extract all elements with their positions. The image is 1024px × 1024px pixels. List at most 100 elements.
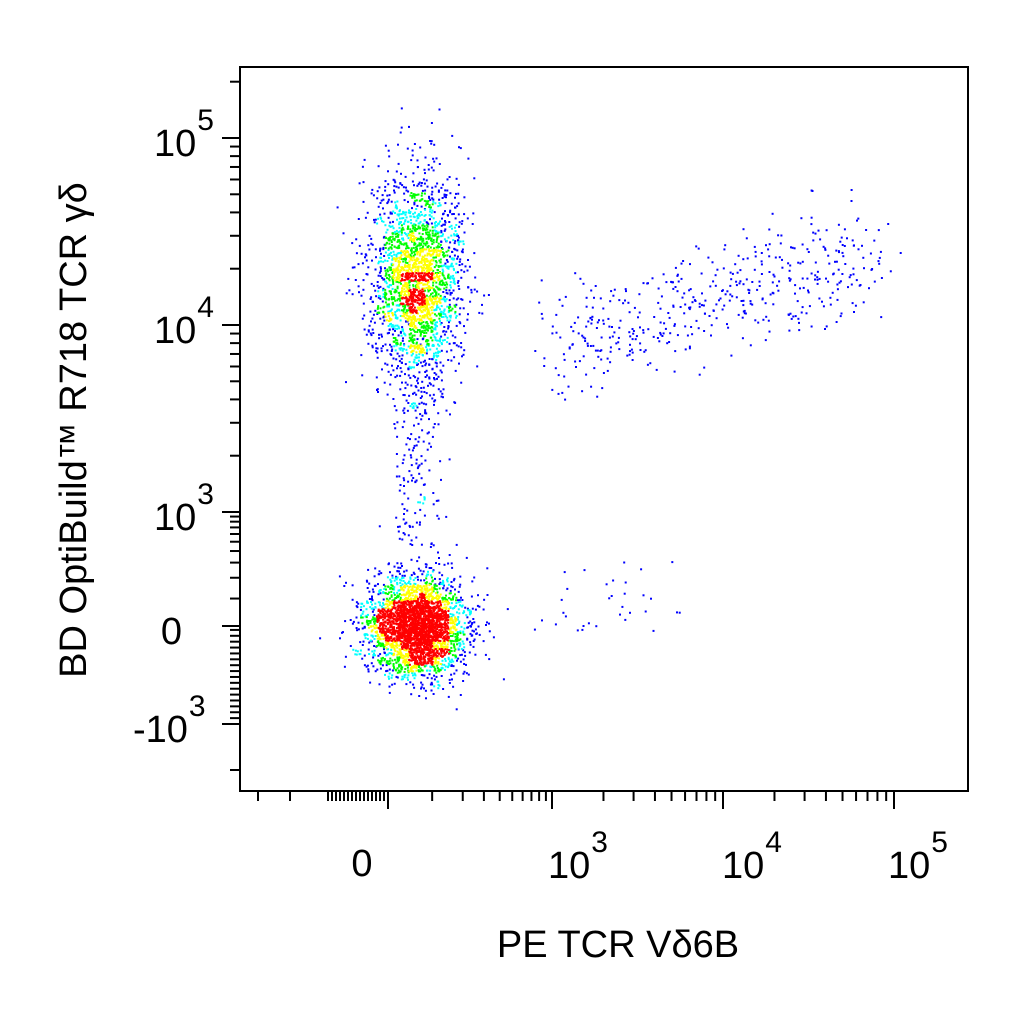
event-dot xyxy=(440,371,443,374)
event-dot xyxy=(427,238,430,241)
event-dot xyxy=(467,313,469,316)
event-dot xyxy=(600,358,603,361)
event-dot xyxy=(421,325,424,328)
event-dot xyxy=(551,332,554,335)
event-dot xyxy=(443,333,446,336)
event-dot xyxy=(385,597,388,600)
event-dot xyxy=(540,279,543,282)
event-dot xyxy=(573,321,576,324)
event-dot xyxy=(416,282,419,285)
event-dot xyxy=(462,672,465,675)
event-dot xyxy=(410,332,413,335)
event-dot xyxy=(401,574,404,577)
event-dot xyxy=(394,597,397,600)
event-dot xyxy=(388,317,391,320)
event-dot xyxy=(397,143,399,146)
event-dot xyxy=(772,303,775,306)
event-dot xyxy=(423,665,426,668)
event-dot xyxy=(395,344,398,347)
event-dot xyxy=(800,311,803,314)
event-dot xyxy=(608,336,611,339)
event-dot xyxy=(457,297,460,300)
event-dot xyxy=(390,268,393,271)
event-dot xyxy=(433,319,436,322)
event-dot xyxy=(398,263,400,266)
event-dot xyxy=(414,596,417,599)
event-dot xyxy=(466,616,469,619)
event-dot xyxy=(384,244,387,247)
event-dot xyxy=(376,313,379,315)
event-dot xyxy=(418,356,420,359)
event-dot xyxy=(391,659,394,662)
event-dot xyxy=(416,193,419,196)
event-dot xyxy=(396,614,399,617)
event-dot xyxy=(742,258,745,261)
event-dot xyxy=(428,673,431,676)
event-dot xyxy=(390,609,393,612)
event-dot xyxy=(412,402,415,405)
event-dot xyxy=(413,290,416,293)
event-dot xyxy=(438,648,441,651)
event-dot xyxy=(425,346,428,349)
event-dot xyxy=(412,405,415,408)
event-dot xyxy=(425,297,428,300)
event-dot xyxy=(609,300,612,303)
event-dot xyxy=(431,229,434,232)
event-dot xyxy=(574,360,577,363)
event-dot xyxy=(371,634,374,637)
event-dot xyxy=(433,328,436,331)
event-dot xyxy=(403,297,406,300)
event-dot xyxy=(432,544,435,547)
event-dot xyxy=(617,336,620,339)
event-dot xyxy=(414,577,417,580)
event-dot xyxy=(810,272,813,275)
event-dot xyxy=(420,282,423,284)
event-dot xyxy=(366,664,369,667)
event-dot xyxy=(452,685,455,688)
event-dot xyxy=(409,254,412,257)
event-dot xyxy=(432,288,435,291)
event-dot xyxy=(432,345,435,347)
event-dot xyxy=(492,636,495,639)
event-dot xyxy=(393,648,396,651)
event-dot xyxy=(372,590,375,593)
event-dot xyxy=(391,235,394,238)
event-dot xyxy=(394,601,397,604)
event-dot xyxy=(736,271,739,274)
event-dot xyxy=(461,640,464,643)
event-dot xyxy=(397,297,400,300)
event-dot xyxy=(454,240,457,243)
event-dot xyxy=(434,233,437,236)
event-dot xyxy=(590,322,593,325)
event-dot xyxy=(457,590,460,593)
event-dot xyxy=(424,172,426,175)
event-dot xyxy=(397,609,400,611)
event-dot xyxy=(424,411,427,413)
event-dot xyxy=(825,277,827,280)
event-dot xyxy=(400,233,403,236)
event-dot xyxy=(407,275,410,278)
event-dot xyxy=(703,366,706,369)
event-dot xyxy=(410,230,413,233)
event-dot xyxy=(422,570,425,573)
event-dot xyxy=(433,377,435,380)
event-dot xyxy=(781,266,784,269)
event-dot xyxy=(408,294,410,297)
event-dot xyxy=(393,345,396,348)
event-dot xyxy=(401,604,404,607)
event-dot xyxy=(374,635,377,637)
event-dot xyxy=(394,327,397,330)
event-dot xyxy=(401,226,404,229)
event-dot xyxy=(562,611,565,614)
event-dot xyxy=(403,593,406,596)
event-dot xyxy=(401,462,404,465)
event-dot xyxy=(431,186,434,189)
event-dot xyxy=(370,662,373,665)
event-dot xyxy=(409,405,412,408)
event-dot xyxy=(435,621,438,624)
event-dot xyxy=(454,230,457,233)
event-dot xyxy=(384,644,387,647)
event-dot xyxy=(408,260,411,263)
event-dot xyxy=(686,334,689,337)
event-dot xyxy=(430,239,432,242)
